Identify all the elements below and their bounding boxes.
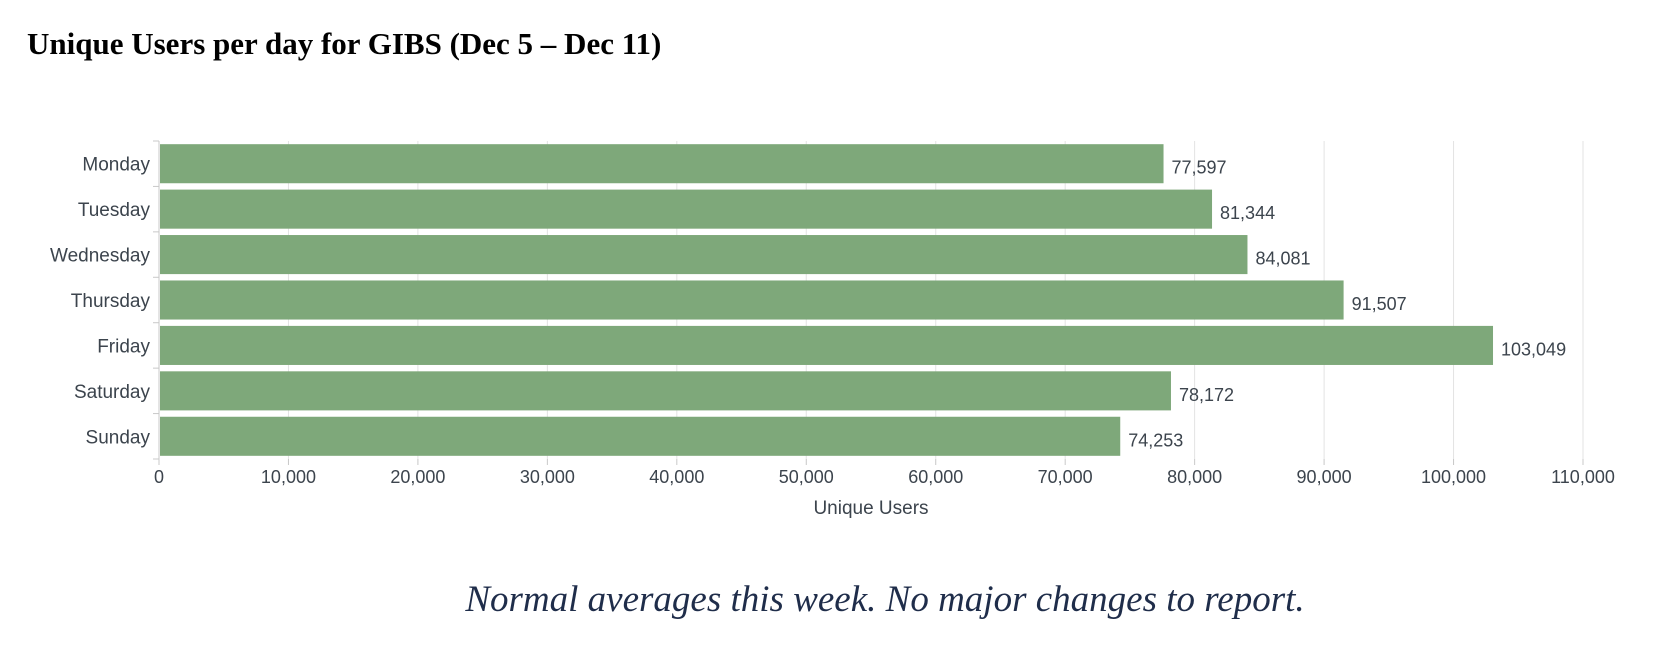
bar bbox=[160, 235, 1248, 275]
x-tick-label: 90,000 bbox=[1297, 467, 1352, 487]
value-label: 74,253 bbox=[1128, 430, 1183, 450]
x-tick-label: 40,000 bbox=[649, 467, 704, 487]
chart-value-labels: 77,597 81,344 84,081 91,507 103,049 78,172 74,… bbox=[1128, 158, 1566, 451]
x-tick-label: 60,000 bbox=[908, 467, 963, 487]
x-axis-title: Unique Users bbox=[813, 498, 928, 519]
value-label: 81,344 bbox=[1220, 203, 1275, 223]
chart-axes bbox=[153, 140, 1584, 465]
category-label: Wednesday bbox=[50, 246, 150, 267]
x-tick-label: 100,000 bbox=[1421, 467, 1486, 487]
category-label: Thursday bbox=[71, 291, 151, 312]
weekly-comment: Normal averages this week. No major chan… bbox=[465, 579, 1305, 620]
value-label: 78,172 bbox=[1179, 385, 1234, 405]
bar-chart: Monday Tuesday Wednesday Thursday Friday Satu… bbox=[50, 140, 1615, 519]
category-label: Friday bbox=[97, 336, 150, 357]
value-label: 77,597 bbox=[1172, 158, 1227, 178]
category-label: Sunday bbox=[86, 427, 151, 448]
bar bbox=[160, 325, 1494, 365]
chart-category-labels: Monday Tuesday Wednesday Thursday Friday Satu… bbox=[50, 155, 150, 449]
bar bbox=[160, 189, 1213, 229]
bar bbox=[160, 280, 1344, 320]
x-tick-label: 0 bbox=[154, 467, 164, 487]
bar bbox=[160, 144, 1164, 184]
x-tick-label: 80,000 bbox=[1167, 467, 1222, 487]
x-tick-label: 110,000 bbox=[1551, 467, 1615, 487]
category-label: Monday bbox=[82, 155, 150, 176]
x-tick-label: 20,000 bbox=[390, 467, 445, 487]
category-label: Saturday bbox=[74, 382, 151, 403]
x-tick-label: 50,000 bbox=[779, 467, 834, 487]
chart-bars bbox=[160, 144, 1494, 456]
value-label: 84,081 bbox=[1255, 249, 1310, 269]
page-title: Unique Users per day for GIBS (Dec 5 – D… bbox=[27, 26, 662, 61]
category-label: Tuesday bbox=[78, 200, 151, 221]
value-label: 91,507 bbox=[1352, 294, 1407, 314]
chart-tick-labels: 0 10,000 20,000 30,000 40,000 50,000 60,000 70,… bbox=[154, 467, 1615, 487]
bar bbox=[160, 416, 1121, 456]
x-tick-label: 10,000 bbox=[261, 467, 316, 487]
bar bbox=[160, 371, 1171, 411]
x-tick-label: 70,000 bbox=[1038, 467, 1093, 487]
x-tick-label: 30,000 bbox=[520, 467, 575, 487]
value-label: 103,049 bbox=[1501, 339, 1566, 359]
